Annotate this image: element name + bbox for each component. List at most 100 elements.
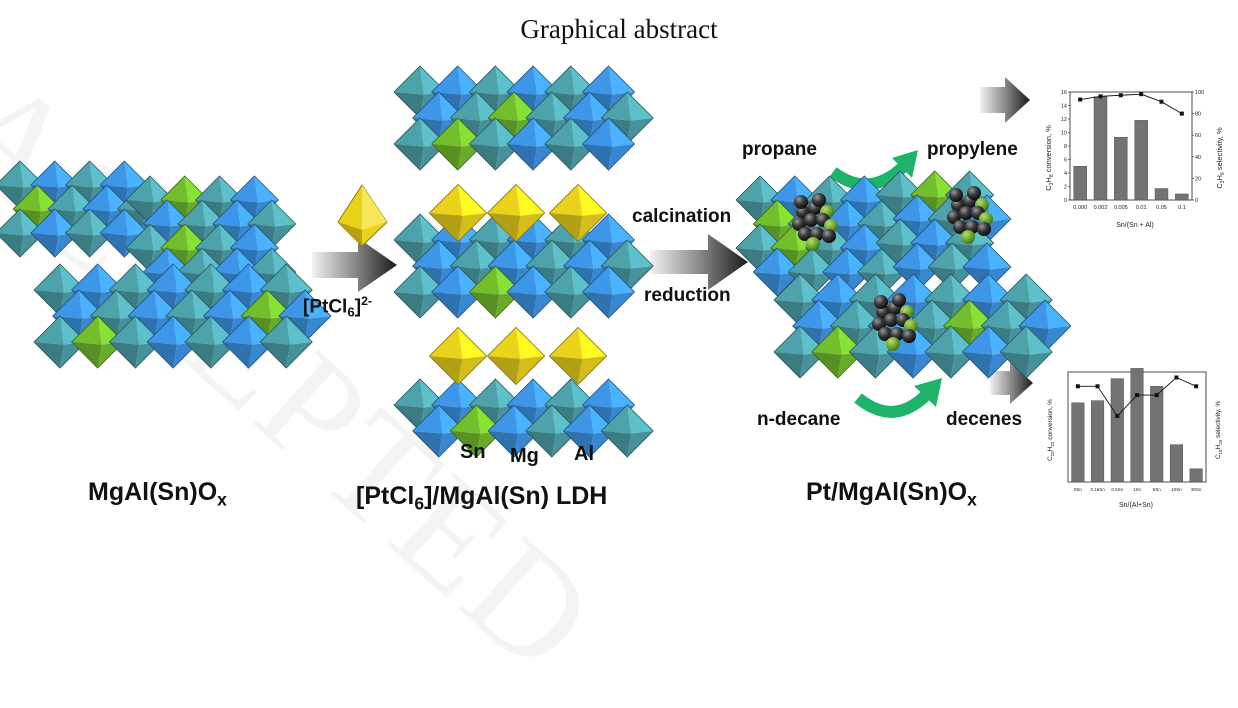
- octahedron: [428, 326, 488, 386]
- y-tick-label-right: 20: [1195, 176, 1201, 182]
- chart-propane-xlabel: Sn/(Sn + Al): [1116, 222, 1154, 229]
- svg-text:C10H22 conversion, %: C10H22 conversion, %: [1047, 399, 1055, 461]
- y-tick-label-left: 16: [1061, 90, 1067, 96]
- reaction-arrow-decane: [854, 378, 942, 418]
- pt-catalyst-structure: [735, 170, 1072, 379]
- arrow-precursor: [312, 238, 397, 292]
- bar: [1130, 368, 1144, 483]
- selectivity-point: [1154, 393, 1159, 398]
- octahedron: [581, 265, 636, 319]
- x-tick-label: 0.5Sn: [1111, 487, 1123, 492]
- y-tick-label-right: 0: [1195, 198, 1198, 204]
- svg-text:C10H20 selectivity, %: C10H20 selectivity, %: [1215, 401, 1223, 460]
- y-tick-label-left: 4: [1064, 171, 1067, 177]
- bar: [1154, 188, 1169, 201]
- selectivity-point: [1075, 384, 1080, 389]
- x-tick-label: 0.16Sn: [1090, 487, 1105, 492]
- octahedron: [146, 315, 200, 369]
- selectivity-point: [1135, 393, 1139, 398]
- octahedron: [486, 183, 546, 243]
- octahedron: [0, 208, 45, 258]
- x-tick-label: 0.002: [1094, 205, 1108, 211]
- octahedron: [259, 315, 313, 369]
- y-tick-label-right: 80: [1195, 112, 1201, 118]
- chart-decane: C10H22 conversion, % C10H20 selectivity,…: [1047, 368, 1223, 509]
- svg-text:C3H8 conversion, %: C3H8 conversion, %: [1044, 125, 1055, 191]
- ptcl6-octahedron: [337, 184, 388, 247]
- selectivity-point: [1174, 375, 1179, 380]
- selectivity-line: [1080, 93, 1183, 114]
- chart-propane: C3H8 conversion, % C3H6 selectivity, % 0…: [1044, 90, 1226, 229]
- label-catalyst: Pt/MgAl(Sn)Ox: [806, 478, 977, 510]
- svg-text:C3H6 selectivity, %: C3H6 selectivity, %: [1215, 127, 1226, 189]
- x-tick-label: 0.01: [1136, 205, 1147, 211]
- pt-cluster: [872, 293, 918, 351]
- selectivity-point: [1078, 97, 1083, 102]
- octahedron: [548, 326, 608, 386]
- y-tick-label-left: 6: [1064, 158, 1067, 164]
- octahedron: [752, 247, 802, 297]
- bar: [1073, 166, 1087, 201]
- octahedron: [999, 325, 1053, 379]
- label-ldh: [PtCl6]/MgAl(Sn) LDH: [356, 482, 608, 514]
- arrow-chart-top: [980, 77, 1030, 123]
- selectivity-point: [1179, 111, 1184, 116]
- label-al: Al: [574, 443, 594, 465]
- x-tick-label: 0.1: [1178, 205, 1186, 211]
- x-tick-label: 10Sn: [1171, 487, 1182, 492]
- x-tick-label: 1Sn: [1133, 487, 1142, 492]
- bar: [1110, 378, 1124, 483]
- label-n-decane: n-decane: [757, 409, 841, 430]
- label-reduction: reduction: [644, 285, 731, 306]
- bar: [1114, 137, 1128, 201]
- mgalsnox-structure: [0, 160, 332, 369]
- y-tick-label-left: 2: [1064, 185, 1067, 191]
- label-propane: propane: [742, 139, 817, 160]
- label-sn: Sn: [460, 441, 486, 463]
- bar: [1169, 444, 1183, 483]
- y-tick-label-right: 100: [1195, 90, 1204, 96]
- selectivity-point: [1098, 94, 1103, 99]
- y-tick-label-left: 10: [1061, 131, 1067, 137]
- y-tick-label-right: 40: [1195, 155, 1201, 161]
- y-tick-label-left: 14: [1061, 104, 1067, 110]
- pt-nanoparticles: [792, 186, 993, 351]
- arrow-chart-bottom: [990, 362, 1033, 404]
- bar: [1093, 96, 1108, 201]
- arrow-calcination: [650, 234, 748, 290]
- selectivity-point: [1159, 99, 1164, 104]
- bar: [1091, 400, 1105, 483]
- octahedron: [600, 404, 654, 458]
- selectivity-point: [1115, 414, 1120, 418]
- octahedron: [184, 315, 238, 369]
- pt-cluster: [792, 193, 838, 251]
- octahedron: [525, 404, 579, 458]
- octahedron: [393, 117, 447, 171]
- octahedron: [548, 183, 608, 243]
- bar: [1134, 120, 1148, 201]
- octahedron: [581, 117, 636, 171]
- bar: [1175, 193, 1189, 201]
- pt-cluster: [947, 186, 993, 244]
- selectivity-point: [1118, 93, 1123, 98]
- x-tick-label: 5Sn: [1153, 487, 1162, 492]
- label-decenes: decenes: [946, 409, 1023, 430]
- selectivity-point: [1095, 384, 1100, 389]
- x-tick-label: 0.005: [1114, 205, 1128, 211]
- y-tick-label-left: 8: [1064, 144, 1067, 150]
- x-tick-label: 0Sn: [1074, 487, 1083, 492]
- label-mg: Mg: [510, 445, 539, 467]
- diagram-canvas: [0, 65, 1072, 458]
- bar: [1189, 468, 1203, 483]
- selectivity-point: [1139, 92, 1144, 97]
- label-precursor: [PtCl6]2-: [303, 294, 373, 320]
- label-propylene: propylene: [927, 139, 1018, 160]
- x-tick-label: 0.000: [1073, 205, 1087, 211]
- bar: [1150, 386, 1164, 483]
- y-tick-label-left: 0: [1064, 198, 1067, 204]
- y-tick-label-right: 60: [1195, 133, 1201, 139]
- ldh-structure: [393, 65, 654, 458]
- chart-decane-xlabel: Sn/(Al+Sn): [1119, 502, 1153, 509]
- octahedron: [428, 183, 488, 243]
- label-support: MgAl(Sn)Ox: [88, 478, 227, 510]
